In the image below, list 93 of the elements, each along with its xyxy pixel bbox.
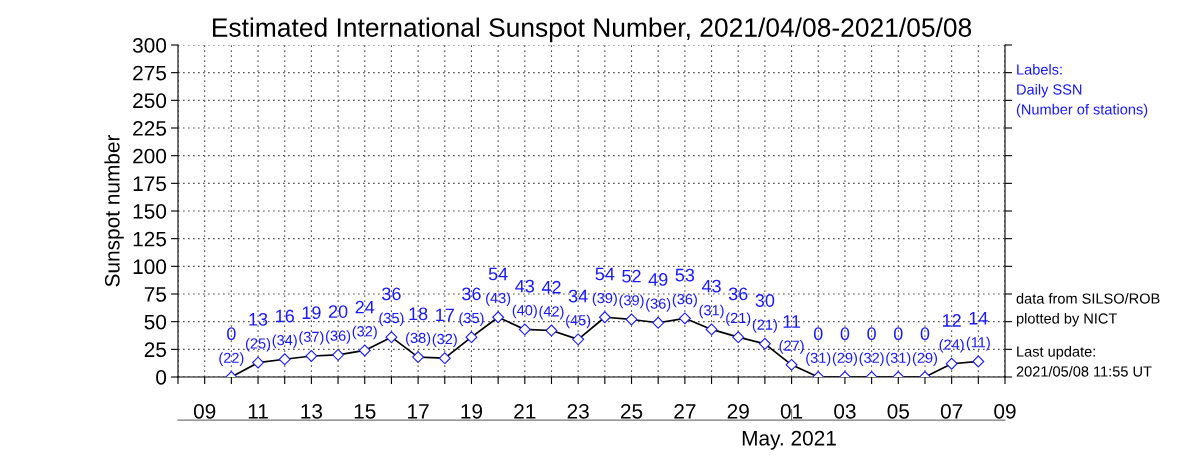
y-tick-label: 0 [156, 370, 167, 385]
data-label: 36 [462, 287, 481, 301]
data-label: 43 [701, 279, 721, 293]
data-label: 0 [893, 327, 903, 341]
annotation: (32) [432, 333, 457, 348]
x-tick-label: 27 [674, 403, 696, 419]
data-label: 0 [867, 327, 876, 341]
x-tick-label: 23 [567, 403, 589, 419]
annotation: (21) [752, 319, 777, 333]
annotation: (38) [406, 332, 431, 346]
x-tick-label: 19 [461, 403, 483, 419]
chart-title: Estimated International Sunspot Number, 2021/04/08-2021/05/08 [212, 17, 972, 43]
x-tick-label: 29 [727, 403, 749, 419]
data-label: 13 [249, 312, 268, 326]
data-label: 0 [813, 327, 823, 341]
annotation: (32) [352, 325, 377, 340]
x-tick-label: 15 [354, 404, 376, 419]
data-label: 24 [355, 300, 375, 314]
x-tick-label: 11 [248, 404, 268, 419]
y-tick-label: 150 [133, 204, 167, 219]
data-label: 34 [568, 289, 588, 303]
data-label: 0 [840, 327, 850, 341]
data-label: 43 [515, 279, 535, 293]
data-label: 12 [942, 314, 961, 327]
data-label: 11 [783, 315, 801, 328]
data-label: 18 [409, 307, 428, 321]
data-label: 36 [728, 287, 748, 301]
annotation: (31) [806, 352, 831, 366]
y-tick-label: 50 [144, 314, 167, 330]
annotation: (43) [486, 292, 511, 307]
x-tick-label: 17 [408, 404, 429, 419]
x-tick-label: 09 [994, 403, 1016, 419]
x-tick-label: 01 [780, 403, 803, 419]
annotation: (36) [326, 330, 351, 344]
annotation: (39) [619, 294, 644, 309]
y-tick-label: 100 [133, 259, 167, 275]
data-label: 16 [276, 309, 294, 323]
data-label: 54 [595, 267, 615, 281]
y-tick-label: 300 [132, 38, 167, 53]
text: Labels: Daily SSN (Number of stations) [1016, 64, 1148, 118]
annotation: (35) [379, 312, 404, 327]
annotation: (36) [672, 293, 697, 308]
text: May. 2021 [742, 430, 836, 450]
annotation: (32) [859, 352, 884, 366]
annotation: (42) [539, 305, 564, 320]
annotation: (35) [459, 312, 484, 327]
y-tick-label: 125 [133, 231, 167, 247]
data-label: 20 [328, 305, 348, 318]
data-label: 42 [541, 280, 561, 294]
annotation: (29) [832, 352, 857, 366]
y-axis-title: Sunspot number [104, 134, 124, 287]
annotation: (45) [566, 314, 591, 329]
text: data from SILSO/ROB plotted by NICT [1016, 293, 1160, 327]
y-tick-label: 75 [144, 287, 167, 302]
annotation: (40) [512, 304, 537, 319]
data-label: 54 [488, 267, 508, 281]
annotation: (37) [299, 331, 324, 345]
y-tick-label: 200 [133, 148, 167, 164]
y-tick-label: 275 [133, 65, 167, 81]
annotation: (22) [219, 352, 244, 366]
x-tick-label: 07 [940, 403, 963, 419]
annotation: (31) [886, 352, 911, 366]
annotation: (39) [592, 292, 617, 307]
y-tick-label: 175 [133, 176, 167, 192]
x-tick-label: 09 [193, 403, 216, 419]
annotation: (36) [646, 298, 671, 312]
data-label: 30 [755, 294, 775, 307]
annotation: (11) [966, 336, 990, 351]
x-tick-label: 03 [834, 403, 856, 419]
x-tick-label: 13 [301, 403, 323, 419]
annotation: (34) [272, 334, 297, 349]
data-label: 49 [648, 273, 668, 286]
data-label: 17 [436, 308, 454, 322]
text: Last update: 2021/05/08 11:55 UT [1016, 346, 1152, 377]
data-label: 0 [920, 327, 930, 341]
data-label: 19 [302, 306, 321, 320]
data-label: 52 [622, 269, 641, 283]
annotation: (24) [939, 339, 964, 353]
data-label: 0 [227, 327, 236, 341]
annotation: (25) [245, 337, 271, 352]
data-label: 14 [969, 312, 988, 325]
x-tick-label: 21 [514, 403, 536, 419]
annotation: (27) [779, 340, 804, 354]
annotation: (21) [726, 312, 751, 327]
y-tick-label: 25 [144, 342, 167, 358]
data-label: 36 [382, 287, 401, 301]
annotation: (29) [912, 352, 938, 366]
x-tick-label: 25 [620, 403, 643, 419]
y-tick-label: 250 [133, 93, 167, 109]
data-label: 53 [675, 268, 695, 282]
annotation: (31) [699, 304, 724, 319]
y-tick-label: 225 [133, 121, 167, 136]
x-tick-label: 05 [887, 403, 909, 419]
